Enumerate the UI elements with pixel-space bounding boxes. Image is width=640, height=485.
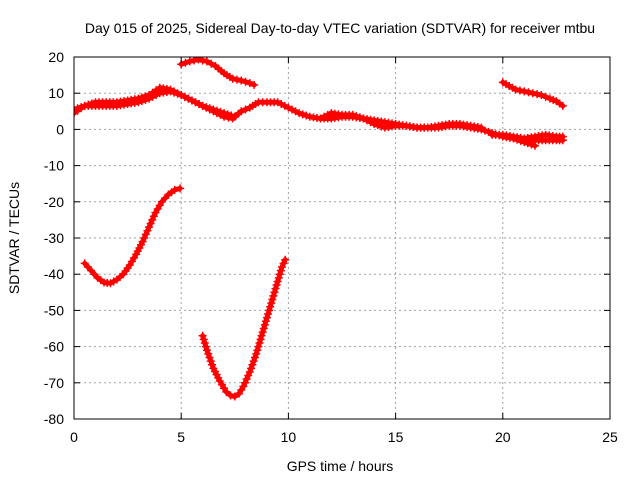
series-arc-9 (509, 134, 567, 145)
x-tick-label: 25 (602, 429, 618, 445)
y-tick-label: -50 (44, 302, 64, 318)
y-tick-label: 0 (56, 121, 64, 137)
axis-ticks: 0 5 10 15 20 25 20 10 0 -10 -20 -30 -40 -50 -60 -70 -80 (44, 49, 618, 445)
series-markers (177, 57, 259, 89)
series-arc-4 (74, 87, 239, 121)
series-arc-2 (198, 255, 290, 401)
series-markers (80, 184, 185, 288)
x-tick-label: 5 (177, 429, 185, 445)
series-line (200, 257, 288, 400)
series-markers (316, 109, 486, 132)
series-arc-7 (498, 78, 567, 110)
series-arc-5 (177, 57, 259, 89)
series-markers (198, 255, 290, 401)
series-line (82, 185, 183, 286)
y-tick-label: 20 (48, 49, 64, 65)
x-tick-label: 10 (281, 429, 297, 445)
y-axis-label: SDTVAR / TECUs (6, 182, 22, 294)
y-tick-label: -30 (44, 230, 64, 246)
chart-title: Day 015 of 2025, Sidereal Day-to-day VTE… (85, 20, 595, 36)
series-markers (509, 134, 567, 145)
series-arc-1 (80, 184, 185, 288)
x-tick-label: 20 (495, 429, 511, 445)
x-tick-label: 0 (70, 429, 78, 445)
data-marks (74, 57, 567, 401)
y-tick-label: 10 (48, 85, 64, 101)
y-tick-label: -20 (44, 194, 64, 210)
series-arc-6 (316, 109, 486, 132)
x-tick-label: 15 (388, 429, 404, 445)
series-markers (498, 78, 567, 110)
y-tick-label: -80 (44, 411, 64, 427)
x-axis-label: GPS time / hours (287, 458, 394, 474)
series-markers (74, 87, 239, 121)
y-tick-label: -70 (44, 375, 64, 391)
y-tick-label: -10 (44, 158, 64, 174)
y-tick-label: -60 (44, 339, 64, 355)
y-tick-label: -40 (44, 266, 64, 282)
